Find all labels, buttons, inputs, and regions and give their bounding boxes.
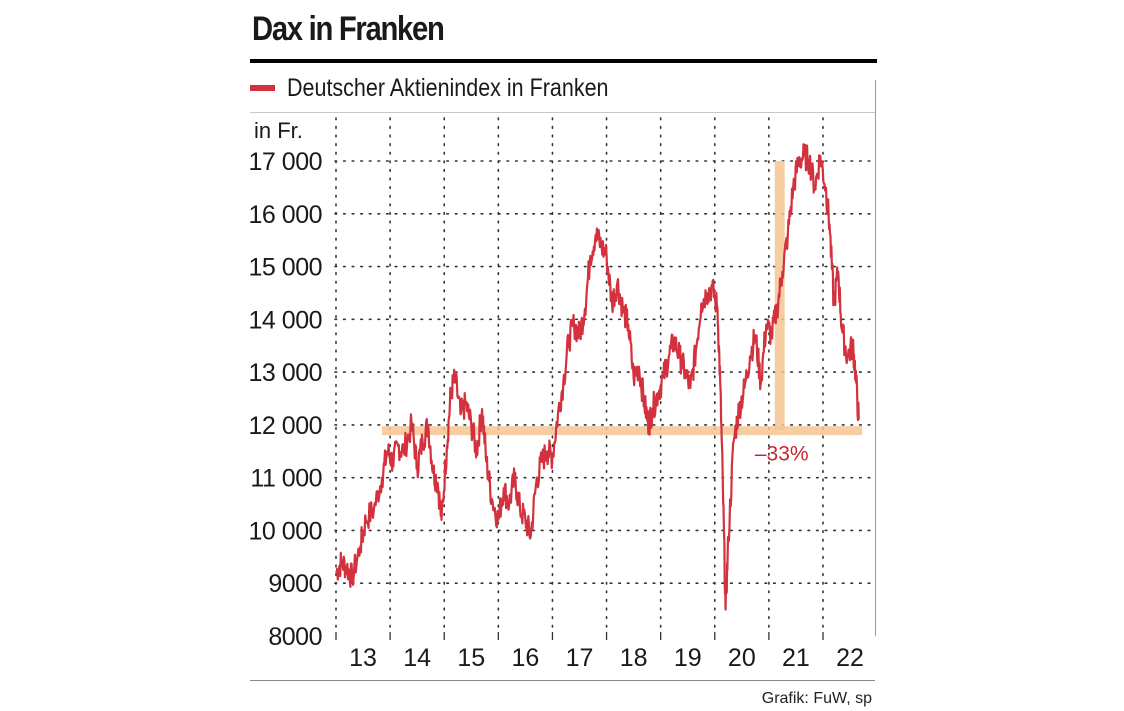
y-tick-label: 11 000 <box>250 465 322 493</box>
y-tick-label: 17 000 <box>249 148 322 176</box>
legend-swatch <box>250 85 275 91</box>
series-line-dax <box>335 143 860 611</box>
y-tick-label: 10 000 <box>249 517 322 545</box>
legend-rule <box>250 112 875 113</box>
x-tick-label: 17 <box>566 644 594 672</box>
annotation-label: –33% <box>755 443 809 466</box>
series-layer <box>335 143 860 611</box>
y-tick-label: 15 000 <box>249 254 322 282</box>
y-tick-label: 13 000 <box>249 359 322 387</box>
y-tick-label: 16 000 <box>249 201 322 229</box>
x-tick-label: 14 <box>403 644 431 672</box>
legend: Deutscher Aktienindex in Franken <box>250 70 661 106</box>
title-rule <box>250 59 877 63</box>
grid-lines <box>334 117 876 635</box>
y-axis-unit: in Fr. <box>254 118 303 143</box>
source-credit: Grafik: FuW, sp <box>761 690 872 707</box>
x-tick-label: 20 <box>728 644 756 672</box>
x-tick-label: 22 <box>836 644 864 672</box>
y-tick-label: 12 000 <box>249 412 322 440</box>
y-tick-label: 9000 <box>268 570 322 598</box>
y-axis: 8000 9000 10 000 11 000 12 000 13 000 14 000 15… <box>249 148 323 651</box>
baseline-band <box>381 426 862 436</box>
x-tick-label: 21 <box>782 644 810 672</box>
x-axis: 13 14 15 16 17 18 19 20 21 22 <box>335 632 864 672</box>
y-tick-label: 8000 <box>268 623 322 651</box>
x-tick-label: 13 <box>349 644 377 672</box>
plot-right-border <box>875 80 876 636</box>
x-tick-label: 15 <box>457 644 485 672</box>
x-tick-label: 16 <box>511 644 539 672</box>
x-tick-label: 18 <box>620 644 648 672</box>
legend-label: Deutscher Aktienindex in Franken <box>287 73 609 102</box>
bottom-rule <box>250 680 875 681</box>
chart-title: Dax in Franken <box>252 10 445 48</box>
x-tick-label: 19 <box>674 644 702 672</box>
y-tick-label: 14 000 <box>249 306 322 334</box>
